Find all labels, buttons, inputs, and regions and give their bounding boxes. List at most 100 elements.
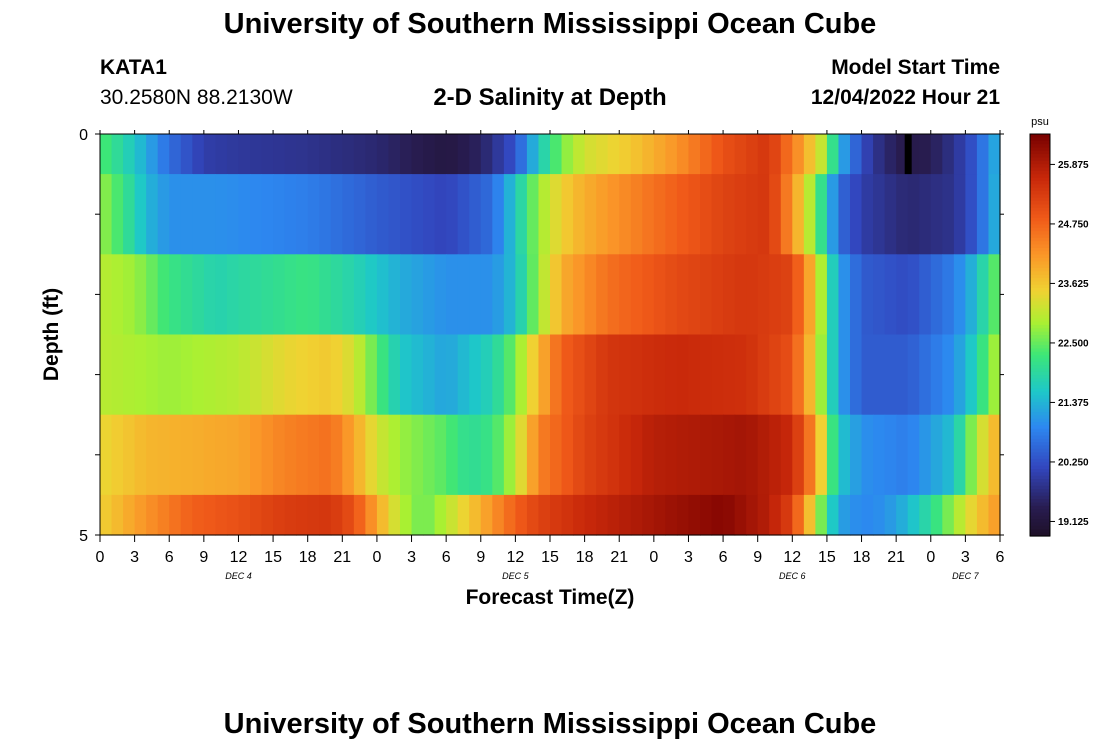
heatmap-cell: [261, 254, 274, 336]
x-tick-label: 0: [926, 549, 935, 566]
heatmap-cell: [907, 414, 920, 496]
heatmap-cell: [307, 174, 320, 255]
heatmap-cell: [238, 414, 251, 496]
heatmap-cell: [215, 414, 228, 496]
heatmap-cell: [100, 254, 113, 336]
colorbar-swatch: [1030, 301, 1050, 306]
heatmap-cell: [261, 414, 274, 496]
heatmap-cell: [884, 414, 897, 496]
heatmap-cell: [746, 134, 759, 175]
heatmap-cell: [884, 174, 897, 255]
heatmap-cell: [284, 174, 297, 255]
heatmap-cell: [584, 254, 597, 336]
heatmap-cell: [826, 174, 840, 255]
heatmap-cell: [642, 334, 655, 416]
heatmap-cell: [907, 174, 920, 255]
heatmap-cell: [296, 414, 309, 496]
colorbar-swatch: [1030, 462, 1050, 467]
heatmap-cell: [100, 414, 113, 496]
heatmap-cell: [284, 494, 297, 536]
heatmap-cell: [630, 254, 643, 336]
heatmap-cell: [803, 134, 816, 175]
heatmap-cell: [596, 134, 609, 175]
heatmap-cell: [873, 134, 886, 175]
heatmap-cell: [630, 494, 643, 536]
heatmap-cell: [953, 134, 966, 175]
heatmap-cell: [930, 414, 943, 496]
heatmap-cell: [457, 174, 470, 255]
colorbar-swatch: [1030, 174, 1050, 179]
heatmap-cell: [919, 254, 932, 336]
heatmap-cell: [226, 254, 240, 336]
heatmap-cell: [688, 494, 701, 536]
colorbar-swatch: [1030, 294, 1050, 299]
colorbar-swatch: [1030, 217, 1050, 222]
heatmap-cell: [111, 334, 124, 416]
heatmap-cell: [180, 494, 193, 536]
heatmap-cell: [850, 254, 863, 336]
heatmap-cell: [365, 414, 378, 496]
colorbar-tick-label: 22.500: [1058, 338, 1089, 349]
colorbar-swatch: [1030, 164, 1050, 169]
heatmap-cell: [342, 254, 355, 336]
heatmap-cell: [850, 414, 863, 496]
colorbar-swatch: [1030, 204, 1050, 209]
heatmap-cell: [192, 494, 205, 536]
heatmap-cell: [642, 134, 655, 175]
colorbar-swatch: [1030, 529, 1050, 534]
colorbar-swatch: [1030, 445, 1050, 450]
heatmap-cell: [330, 494, 343, 536]
colorbar-swatch: [1030, 355, 1050, 360]
colorbar-swatch: [1030, 177, 1050, 182]
heatmap-cell: [250, 254, 263, 336]
page-title: University of Southern Mississippi Ocean…: [223, 8, 877, 40]
heatmap-cell: [157, 494, 170, 536]
heatmap-cell: [850, 494, 863, 536]
heatmap-cell: [653, 174, 666, 255]
heatmap-cell: [688, 134, 701, 175]
heatmap-cell: [792, 254, 805, 336]
heatmap-cell: [561, 174, 574, 255]
heatmap-cell: [850, 134, 863, 175]
heatmap-cell: [515, 174, 528, 255]
heatmap-cell: [411, 134, 424, 175]
heatmap-cell: [388, 414, 401, 496]
heatmap-cell: [711, 334, 724, 416]
x-tick-label: 21: [610, 549, 628, 566]
heatmap-cell: [226, 174, 240, 255]
colorbar-tick-label: 23.625: [1058, 279, 1089, 290]
colorbar-swatch: [1030, 227, 1050, 232]
heatmap-cell: [873, 334, 886, 416]
heatmap-cell: [596, 174, 609, 255]
colorbar-swatch: [1030, 485, 1050, 490]
colorbar-swatch: [1030, 147, 1050, 152]
heatmap-cell: [157, 254, 170, 336]
heatmap-cell: [769, 134, 782, 175]
colorbar-swatch: [1030, 278, 1050, 282]
heatmap-cell: [134, 334, 147, 416]
colorbar-tick-label: 24.750: [1058, 219, 1089, 230]
heatmap-cell: [780, 494, 793, 536]
heatmap-cell: [757, 414, 770, 496]
colorbar-swatch: [1030, 261, 1050, 266]
colorbar-swatch: [1030, 197, 1050, 202]
heatmap-cell: [111, 174, 124, 255]
x-tick-label: 3: [407, 549, 416, 566]
heatmap-cell: [665, 134, 678, 175]
heatmap-cell: [169, 174, 182, 255]
heatmap-cell: [492, 254, 505, 336]
heatmap-cell: [803, 174, 816, 255]
heatmap-cell: [226, 134, 240, 175]
heatmap-cell: [573, 174, 586, 255]
heatmap-cell: [169, 334, 182, 416]
heatmap-cell: [250, 494, 263, 536]
colorbar-swatch: [1030, 257, 1050, 262]
colorbar-swatch: [1030, 495, 1050, 500]
heatmap-cell: [723, 254, 736, 336]
heatmap-cell: [157, 414, 170, 496]
heatmap-cell: [342, 414, 355, 496]
heatmap-cell: [515, 414, 528, 496]
heatmap-cell: [330, 254, 343, 336]
heatmap-cell: [803, 334, 816, 416]
